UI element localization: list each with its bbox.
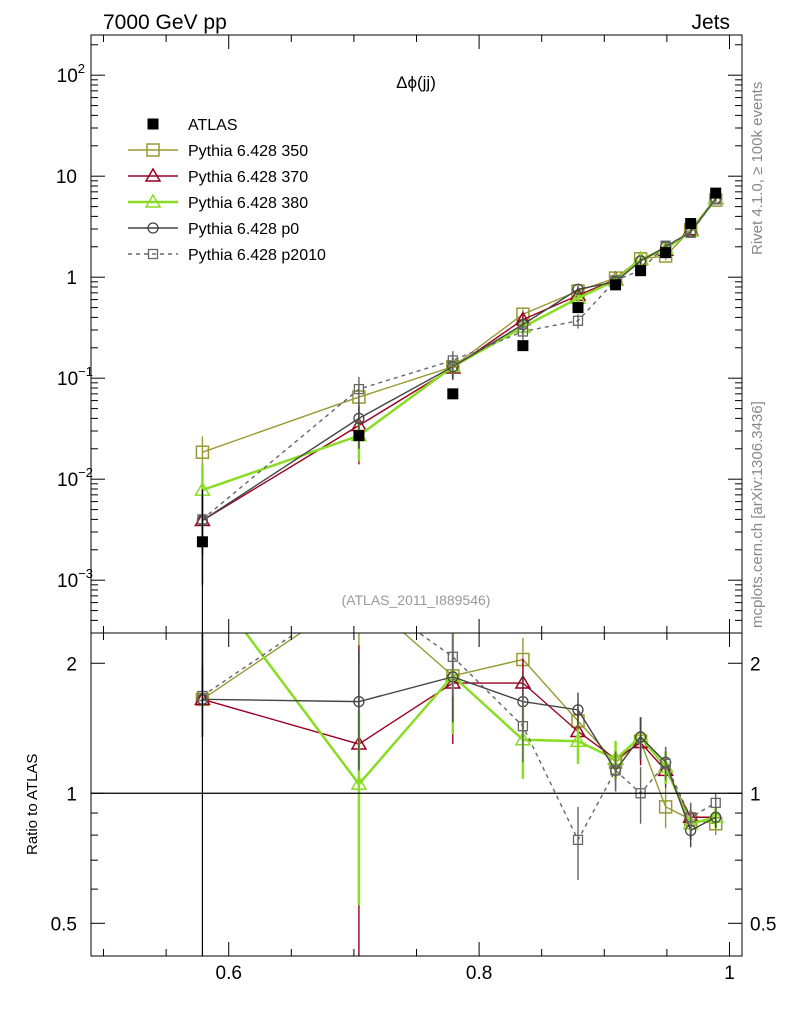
legend-entry-0: Pythia 6.428 350 (128, 143, 308, 160)
main-plot: 10−3 10−2 10−1 1 10 102 Δϕ(jj) (ATLAS_2011_I8… (56, 34, 743, 634)
series-2-ratio (201, 633, 725, 906)
series-3-ratio-point (634, 731, 647, 743)
series-4-point (517, 326, 529, 337)
atlas-point (572, 302, 584, 314)
y-tick-label: 1 (66, 268, 77, 289)
analysis-label: (ATLAS_2011_I889546) (342, 592, 491, 608)
series-4-ratio-point (685, 812, 696, 823)
legend-entry-3: Pythia 6.428 p0 (128, 221, 299, 238)
ratio-y-tick-label: 2 (66, 654, 77, 675)
series-2-point (682, 222, 699, 238)
legend-label: Pythia 6.428 350 (188, 143, 308, 160)
series-4-ratio-point (610, 765, 621, 776)
series-4-ratio-point (447, 651, 458, 662)
series-3-point (572, 283, 584, 295)
legend-entry-atlas: ATLAS (147, 117, 238, 134)
atlas-point (196, 536, 208, 548)
side-label-top: Rivet 4.1.0, ≥ 100k events (749, 82, 766, 255)
series-0-ratio-line (202, 633, 716, 825)
ratio-y-tick-label-right: 2 (750, 654, 761, 675)
series-0-ratio (195, 633, 723, 836)
ratio-axis-label: Ratio to ATLAS (24, 754, 41, 855)
series-2-ratio-point (350, 775, 368, 790)
series-1-ratio-line (202, 682, 716, 818)
legend: ATLAS Pythia 6.428 350 Pythia 6.428 370 Pyt… (128, 117, 326, 264)
ratio-plot: 0.6 0.8 1 0.5 0.5 1 1 2 2 Ratio to ATLAS (24, 632, 776, 984)
y-tick-label: 10−2 (57, 465, 93, 491)
atlas-point (685, 218, 697, 230)
series-4-ratio-point (660, 758, 671, 769)
legend-marker (147, 222, 159, 234)
legend-label: Pythia 6.428 p0 (188, 221, 299, 238)
series-0-ratio-point (658, 800, 673, 814)
legend-marker (144, 167, 162, 182)
series-2-line (202, 197, 717, 492)
legend-entry-2: Pythia 6.428 380 (128, 193, 308, 212)
series-0-point (195, 445, 210, 459)
atlas-point (710, 187, 722, 199)
plot-title: Δϕ(jj) (396, 73, 436, 92)
legend-label: ATLAS (188, 117, 238, 134)
series-4-point (572, 315, 584, 326)
series-2-ratio-line (244, 633, 717, 826)
ratio-y-tick-label-right: 0.5 (750, 914, 776, 935)
x-tick-label: 1 (724, 963, 735, 984)
legend-marker-atlas (147, 118, 159, 130)
atlas-point (635, 265, 647, 277)
legend-entry-4: Pythia 6.428 p2010 (128, 247, 326, 264)
series-4-ratio-point (517, 721, 529, 732)
header-left: 7000 GeV pp (103, 11, 227, 34)
legend-label: Pythia 6.428 370 (188, 169, 308, 186)
series-4-ratio-point (572, 834, 584, 846)
series-3-ratio-point (572, 704, 584, 716)
side-label-bottom: mcplots.cern.ch [arXiv:1306.3436] (749, 401, 766, 628)
legend-label: Pythia 6.428 380 (188, 195, 308, 212)
ratio-y-tick-label-right: 1 (750, 784, 761, 805)
atlas-point (353, 430, 365, 442)
series-3-ratio-line (202, 676, 717, 832)
header-right: Jets (691, 11, 730, 34)
legend-marker (146, 143, 160, 157)
y-tick-label: 10 (56, 167, 77, 188)
legend-entry-1: Pythia 6.428 370 (128, 167, 308, 186)
series-4-ratio-line (202, 633, 717, 842)
legend-label: Pythia 6.428 p2010 (188, 247, 326, 264)
atlas-point (447, 388, 459, 400)
series-4-ratio-point (710, 797, 721, 809)
series-3-ratio-point (353, 695, 365, 708)
y-tick-label: 10−1 (57, 364, 93, 390)
ratio-y-tick-label: 1 (66, 784, 77, 805)
atlas-point (660, 247, 672, 259)
legend-marker (144, 193, 162, 208)
atlas-point (610, 279, 622, 291)
x-tick-label: 0.8 (466, 963, 492, 984)
series-3-point (353, 412, 365, 425)
series-4-point (353, 383, 365, 395)
series-4-point (447, 355, 458, 366)
y-tick-label: 10−3 (57, 566, 93, 592)
series-3-line (202, 198, 717, 522)
x-tick-label: 0.6 (216, 963, 242, 984)
y-tick-label: 102 (57, 61, 85, 87)
ratio-y-tick-label: 0.5 (51, 914, 77, 935)
series-2-ratio-point (569, 732, 587, 747)
atlas-point (517, 340, 529, 352)
series-1-ratio (194, 637, 725, 956)
legend-marker (147, 248, 159, 260)
ratio-frame (90, 632, 743, 957)
atlas-data (196, 187, 722, 633)
series-0-line (202, 199, 717, 453)
